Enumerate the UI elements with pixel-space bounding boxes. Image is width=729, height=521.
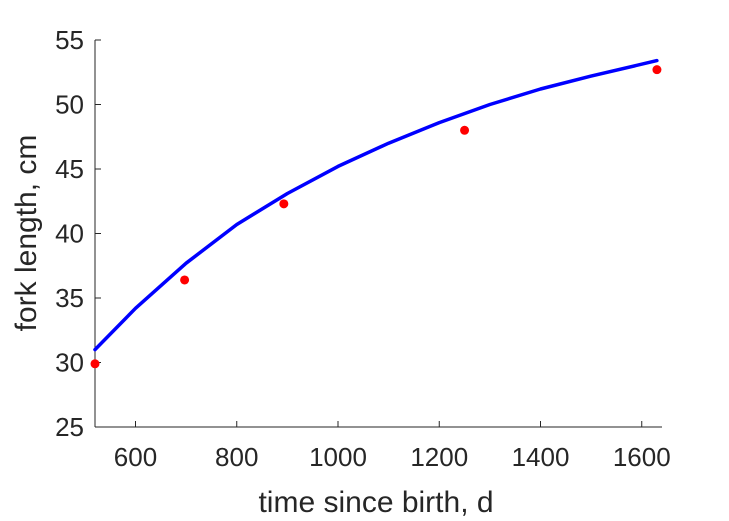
y-tick-label: 25	[55, 412, 84, 442]
x-tick-label: 600	[114, 442, 157, 472]
y-tick-label: 50	[55, 90, 84, 120]
axes	[94, 40, 662, 428]
plot-series	[90, 58, 662, 369]
y-tick-label: 55	[55, 25, 84, 55]
x-axis-label: time since birth, d	[258, 486, 493, 519]
data-point	[652, 65, 662, 75]
y-tick-label: 40	[55, 219, 84, 249]
x-ticks: 600 800 1000 1200 1400 1600	[114, 421, 671, 472]
data-point	[279, 199, 289, 209]
y-axis-label: fork length, cm	[10, 135, 43, 332]
x-tick-label: 800	[215, 442, 258, 472]
fitted-curve	[93, 58, 659, 352]
y-tick-label: 45	[55, 154, 84, 184]
x-tick-label: 1400	[512, 442, 570, 472]
data-point	[460, 125, 470, 135]
data-point	[180, 275, 190, 285]
data-point	[90, 359, 100, 369]
x-tick-label: 1600	[613, 442, 671, 472]
y-ticks: 25 30 35 40 45 50 55	[55, 25, 101, 442]
x-tick-label: 1000	[309, 442, 367, 472]
x-tick-label: 1200	[410, 442, 468, 472]
y-tick-label: 35	[55, 283, 84, 313]
y-tick-label: 30	[55, 348, 84, 378]
